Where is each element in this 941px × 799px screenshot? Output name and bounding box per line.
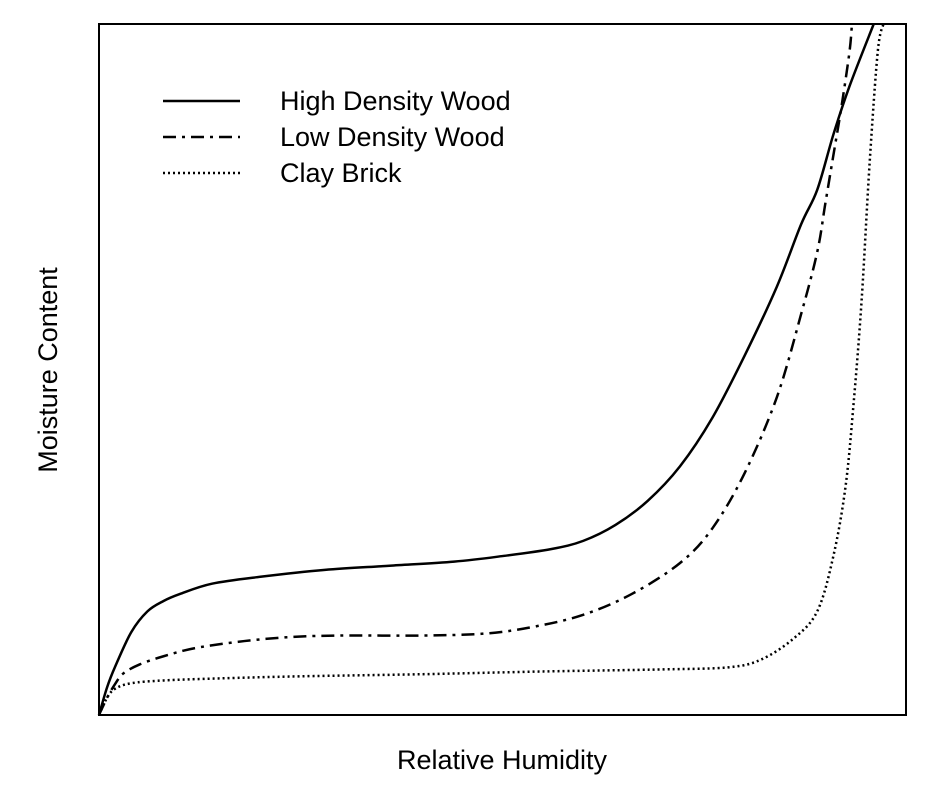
legend: High Density Wood Low Density Wood Clay Br… — [163, 86, 511, 188]
legend-label-2: Low Density Wood — [280, 122, 505, 152]
series-line-3 — [97, 23, 885, 716]
x-axis-label: Relative Humidity — [397, 745, 608, 775]
legend-label-1: High Density Wood — [280, 86, 511, 116]
series-line-2 — [97, 23, 854, 716]
series-layer — [97, 23, 885, 716]
y-axis-label: Moisture Content — [33, 267, 63, 473]
series-line-1 — [97, 23, 875, 716]
plot-frame — [98, 23, 907, 716]
legend-label-3: Clay Brick — [280, 158, 402, 188]
